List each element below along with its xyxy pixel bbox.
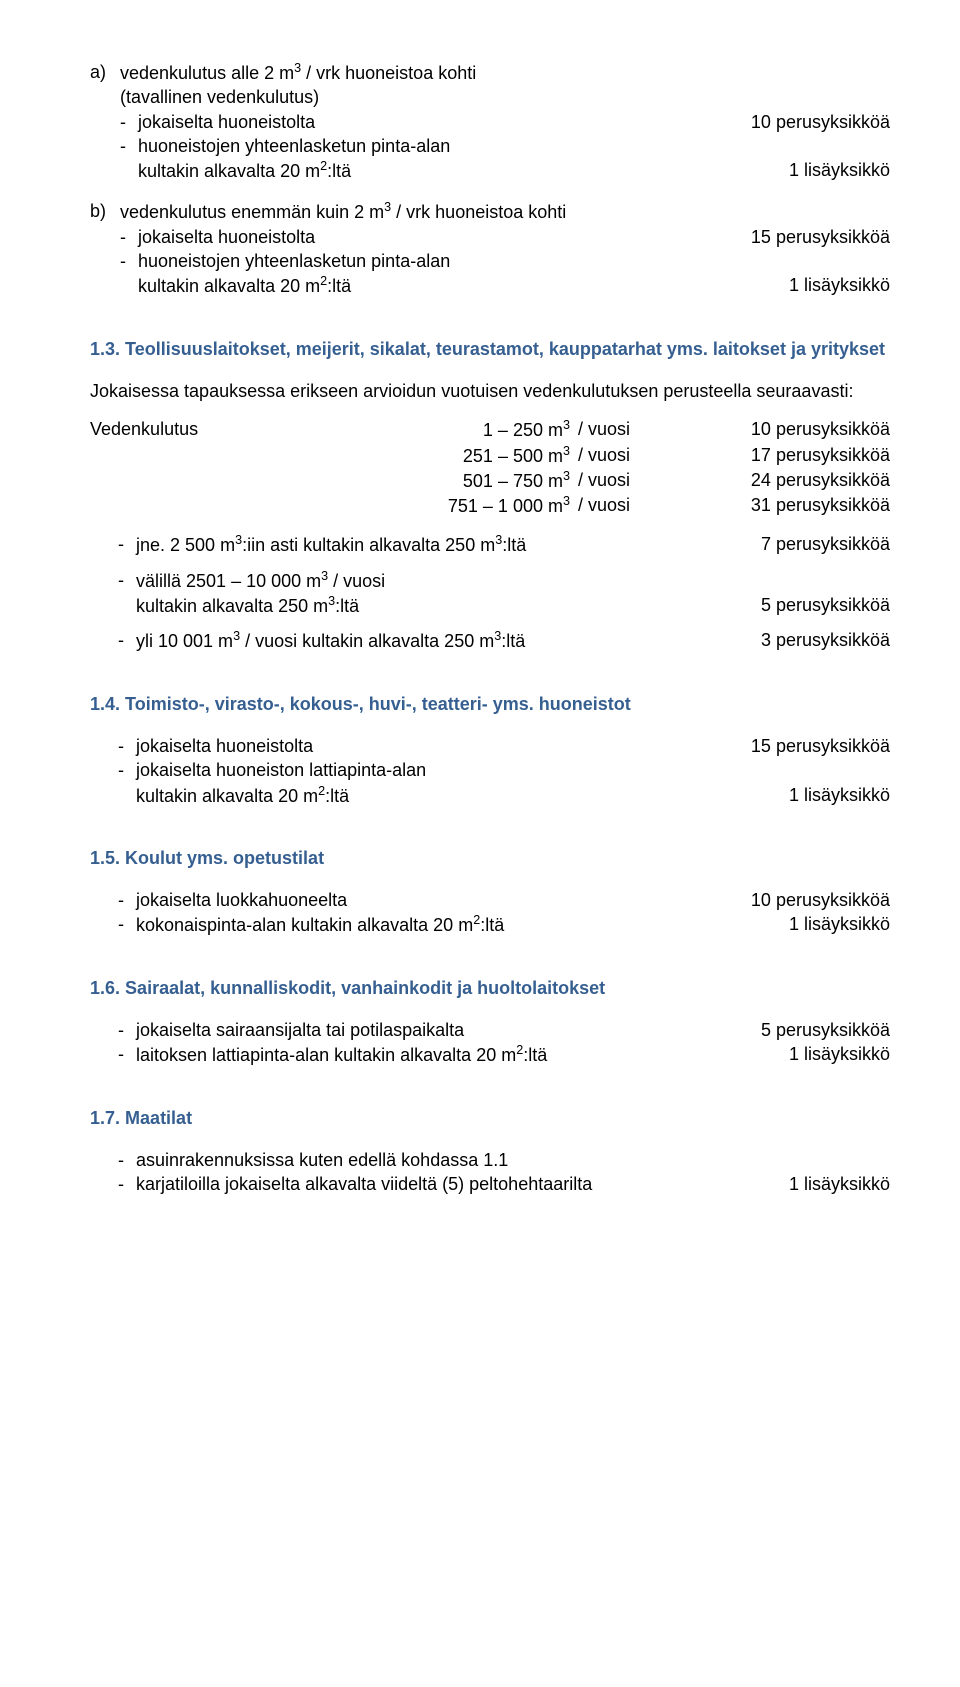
dash-bullet: - <box>120 225 138 249</box>
sect-a-val2: 1 lisäyksikkö <box>769 158 890 182</box>
table-row: 751 – 1 000 m3 <box>290 493 578 518</box>
dash-bullet: - <box>120 110 138 134</box>
list-item: jokaiselta sairaansijalta tai potilaspai… <box>136 1018 741 1042</box>
table-row: 501 – 750 m3 <box>290 468 578 493</box>
consumption-table: Vedenkulutus 1 – 250 m3 / vuosi 10 perus… <box>90 417 890 518</box>
sect-b-val1: 15 perusyksikköä <box>731 225 890 249</box>
sect-a-val1: 10 perusyksikköä <box>731 110 890 134</box>
section-a: a) vedenkulutus alle 2 m3 / vrk huoneist… <box>90 60 890 183</box>
dash-bullet: - <box>120 249 138 273</box>
table-row: 251 – 500 m3 <box>290 443 578 468</box>
sect-a-item2b: kultakin alkavalta 20 m2:ltä <box>138 158 769 183</box>
sect-a-item1: jokaiselta huoneistolta <box>138 110 731 134</box>
list-item: jokaiselta luokkahuoneelta <box>136 888 731 912</box>
heading-1-3: 1.3. Teollisuuslaitokset, meijerit, sika… <box>90 337 890 361</box>
heading-1-7: 1.7. Maatilat <box>90 1106 890 1130</box>
list-item: jokaiselta huoneistolta <box>136 734 731 758</box>
sect-b-line1: vedenkulutus enemmän kuin 2 m3 / vrk huo… <box>120 199 890 224</box>
consumption-label: Vedenkulutus <box>90 417 290 442</box>
sect-b-val2: 1 lisäyksikkö <box>769 273 890 297</box>
list-item: yli 10 001 m3 / vuosi kultakin alkavalta… <box>136 628 741 653</box>
sect-b-item2a: huoneistojen yhteenlasketun pinta-alan <box>138 249 890 273</box>
list-item: laitoksen lattiapinta-alan kultakin alka… <box>136 1042 769 1067</box>
letter-b: b) <box>90 199 120 298</box>
sect-b-item1: jokaiselta huoneistolta <box>138 225 731 249</box>
list-item: asuinrakennuksissa kuten edellä kohdassa… <box>136 1148 890 1172</box>
section-b: b) vedenkulutus enemmän kuin 2 m3 / vrk … <box>90 199 890 298</box>
list-item: kokonaispinta-alan kultakin alkavalta 20… <box>136 912 769 937</box>
list-item: jne. 2 500 m3:iin asti kultakin alkavalt… <box>136 532 741 557</box>
sect-a-item2a: huoneistojen yhteenlasketun pinta-alan <box>138 134 890 158</box>
sect-a-line1: vedenkulutus alle 2 m3 / vrk huoneistoa … <box>120 60 890 85</box>
letter-a: a) <box>90 60 120 183</box>
heading-1-6: 1.6. Sairaalat, kunnalliskodit, vanhaink… <box>90 976 890 1000</box>
table-row: 1 – 250 m3 <box>290 417 578 442</box>
dash-bullet: - <box>120 134 138 158</box>
list-item: välillä 2501 – 10 000 m3 / vuosi <box>136 568 890 593</box>
list-item: karjatiloilla jokaiselta alkavalta viide… <box>136 1172 769 1196</box>
s13-extended-list: - jne. 2 500 m3:iin asti kultakin alkava… <box>90 532 890 653</box>
list-item: jokaiselta huoneiston lattiapinta-alan <box>136 758 890 782</box>
sect-b-item2b: kultakin alkavalta 20 m2:ltä <box>138 273 769 298</box>
s13-intro: Jokaisessa tapauksessa erikseen arvioidu… <box>90 379 890 403</box>
sect-a-line2: (tavallinen vedenkulutus) <box>120 85 890 109</box>
heading-1-5: 1.5. Koulut yms. opetustilat <box>90 846 890 870</box>
heading-1-4: 1.4. Toimisto-, virasto-, kokous-, huvi-… <box>90 692 890 716</box>
